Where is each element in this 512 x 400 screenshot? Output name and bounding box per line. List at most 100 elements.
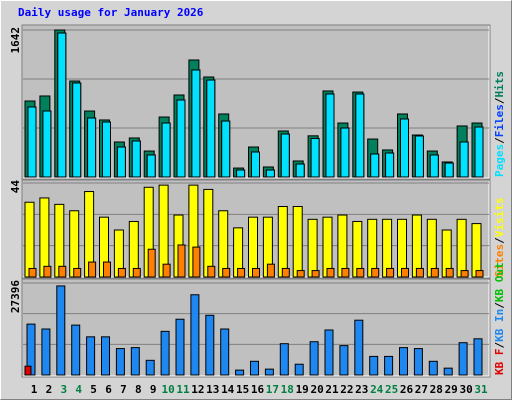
bar (71, 324, 81, 376)
bar (86, 336, 96, 376)
legend: Sites/Visits (493, 198, 506, 278)
bar (280, 133, 290, 178)
bar (294, 363, 304, 376)
bar (443, 367, 453, 376)
bar (58, 265, 67, 278)
x-tick-label: 7 (120, 383, 127, 396)
x-tick-label: 23 (355, 383, 368, 396)
bar (369, 355, 379, 376)
bar (384, 355, 394, 376)
bar (73, 267, 82, 278)
bar (356, 267, 365, 278)
legend-entry: KB In (493, 309, 506, 342)
bar (475, 270, 484, 278)
bar (279, 343, 289, 376)
bar (445, 267, 454, 278)
x-tick-label: 4 (75, 383, 82, 396)
bar (235, 369, 245, 376)
bar (266, 263, 275, 278)
bar (474, 126, 484, 178)
x-tick-label: 10 (161, 383, 174, 396)
bar (237, 267, 246, 278)
legend-separator: / (493, 342, 506, 349)
bar (103, 261, 111, 278)
bar (102, 121, 111, 178)
bar (473, 338, 483, 376)
bar (192, 246, 201, 278)
bar (251, 151, 260, 178)
x-tick-label: 15 (236, 383, 249, 396)
bar (277, 206, 288, 278)
x-tick-label: 31 (474, 383, 488, 396)
legend-entry: Files (493, 104, 506, 137)
bar (218, 210, 229, 278)
bar (146, 154, 156, 178)
bar (221, 120, 231, 178)
bar (24, 201, 35, 278)
bar (24, 365, 32, 376)
x-tick-label: 21 (325, 383, 339, 396)
bar (145, 359, 155, 376)
bar (162, 263, 171, 278)
bar (311, 270, 320, 278)
bar (206, 79, 216, 178)
bar (222, 267, 231, 278)
y-tick-label: 1642 (9, 27, 22, 54)
bar (252, 267, 260, 278)
bar (399, 347, 408, 376)
plot-highlight (23, 26, 490, 179)
bar (370, 153, 380, 178)
bar (292, 206, 303, 278)
bar (413, 348, 423, 376)
bar (430, 267, 439, 278)
bar (386, 267, 395, 278)
bar (458, 342, 468, 376)
bar (339, 345, 349, 376)
x-tick-label: 24 (370, 383, 384, 396)
x-tick-label: 16 (251, 383, 265, 396)
x-tick-label: 13 (206, 383, 219, 396)
bar (460, 270, 469, 278)
bar (117, 267, 126, 278)
bar (161, 122, 171, 178)
bar (39, 197, 50, 278)
bar (428, 360, 438, 376)
legend-separator: / (493, 137, 506, 144)
bar (132, 267, 141, 278)
chart-title: Daily usage for January 2026 (18, 6, 204, 19)
bar (176, 99, 186, 178)
bar (326, 267, 335, 278)
bar (131, 140, 141, 178)
bar (415, 267, 424, 278)
bar (116, 146, 126, 178)
bar (429, 154, 439, 178)
legend-separator: / (493, 237, 506, 244)
bar (310, 138, 320, 178)
bar (411, 214, 422, 278)
bar (160, 330, 170, 376)
bar (158, 184, 169, 278)
bar (459, 141, 469, 178)
bar (371, 267, 380, 278)
bar (400, 118, 409, 178)
x-tick-label: 6 (105, 383, 112, 396)
bar (27, 106, 37, 178)
bar (385, 152, 395, 178)
plot-area (21, 278, 491, 378)
bar (296, 270, 305, 278)
legend-separator: / (493, 302, 506, 309)
legend-entry: Pages (493, 144, 506, 177)
x-tick-label: 30 (459, 383, 472, 396)
bar (354, 319, 364, 376)
bar (220, 328, 230, 376)
legend-entry: Visits (493, 198, 506, 238)
bar (456, 218, 467, 278)
bar (309, 341, 319, 376)
x-tick-label: 26 (400, 383, 414, 396)
legend-entry: KB F (493, 349, 506, 376)
bar (207, 265, 216, 278)
x-tick-label: 8 (135, 383, 142, 396)
x-tick-label: 20 (310, 383, 323, 396)
bar (177, 244, 186, 278)
